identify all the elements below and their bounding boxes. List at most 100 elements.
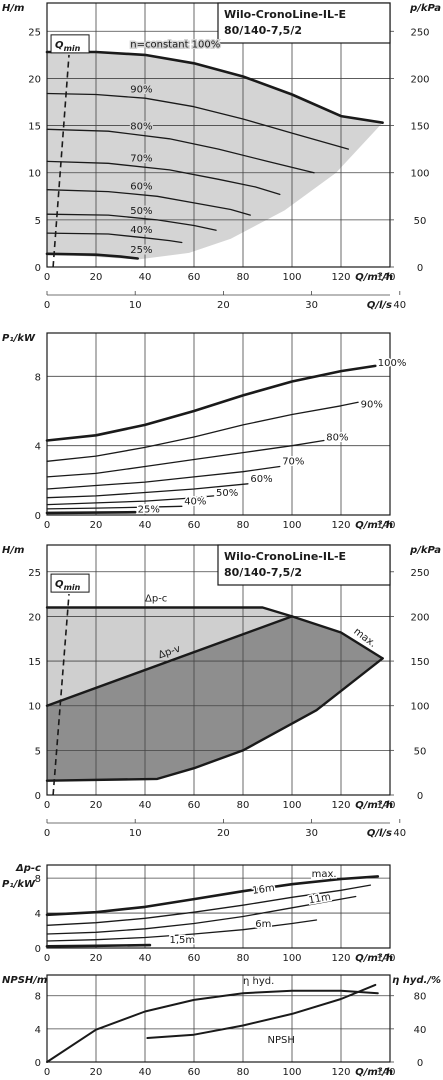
x-tick-label: 60 <box>188 953 201 964</box>
x-axis-label: Q/m³/h <box>355 1067 393 1078</box>
qmin-line <box>52 594 70 796</box>
title-box <box>217 544 391 586</box>
x-tick-label: 40 <box>139 953 152 964</box>
y-tick-label: 20 <box>28 74 41 85</box>
x2-tick-label: 10 <box>129 828 142 839</box>
x2-tick-label: 30 <box>305 300 318 311</box>
y2-tick-label: 250 <box>410 27 429 38</box>
x-tick-label: 120 <box>331 1067 350 1078</box>
chart-h1: 0 20 40 60 80 100 120 140Q/m³/h0510152025H/m050… <box>2 2 441 311</box>
x-tick-label: 0 <box>44 272 50 283</box>
curve-label: 60% <box>130 182 152 193</box>
x2-axis-label: Q/l/s <box>367 828 392 839</box>
series-line-70- <box>46 465 281 490</box>
curve-label: 16m <box>252 883 276 897</box>
x-tick-label: 0 <box>44 1067 50 1078</box>
qmin-label: Qmin <box>55 579 81 592</box>
y-tick-label: 0 <box>35 791 41 802</box>
chart-title-line: Wilo-CronoLine-IL-E <box>224 8 346 21</box>
curve-label: 50% <box>216 488 238 499</box>
x-tick-label: 120 <box>331 272 350 283</box>
x-tick-label: 140 <box>376 800 395 811</box>
y-tick-label: 15 <box>28 122 41 133</box>
curve-label: 100% <box>378 358 407 369</box>
x-tick-label: 20 <box>90 1067 103 1078</box>
y-tick-label: 20 <box>28 612 41 623</box>
x-tick-label: 40 <box>139 520 152 531</box>
y-tick-label: 5 <box>35 216 41 227</box>
curve-label: 11m <box>308 892 332 907</box>
y-tick-label: 4 <box>35 442 41 453</box>
y2-tick-label: 0 <box>417 1058 423 1069</box>
x-tick-label: 140 <box>376 953 395 964</box>
series-line-50- <box>46 213 217 231</box>
y-tick-label: 0 <box>35 1058 41 1069</box>
curve-label: 1,5m <box>170 935 196 946</box>
series-line-max- <box>45 875 380 917</box>
y-tick-label: 25 <box>28 27 41 38</box>
plot-frame <box>46 864 391 949</box>
series-line-40- <box>46 232 183 244</box>
y2-tick-label: 150 <box>410 657 429 668</box>
series-line-16m <box>46 884 372 926</box>
y2-tick-label: 0 <box>417 263 423 274</box>
x-tick-label: 20 <box>90 800 103 811</box>
series-line-50- <box>46 495 215 506</box>
chart-h2: 0 20 40 60 80 100 120 140Q/m³/h0510152025H/m050… <box>2 544 441 839</box>
qmin-line <box>52 54 70 268</box>
series-line-25- <box>45 252 139 260</box>
y-tick-label: 5 <box>35 746 41 757</box>
qmin-label-box <box>50 34 90 54</box>
curve-label: 40% <box>130 225 152 236</box>
chart-title-line: 80/140-7,5/2 <box>224 24 302 37</box>
curve-label: Δp-c <box>145 593 167 604</box>
series-line--p-v <box>45 615 294 707</box>
x2-tick-label: 0 <box>44 300 50 311</box>
chart-title-line: Wilo-CronoLine-IL-E <box>224 550 346 563</box>
x2-tick-label: 40 <box>393 828 406 839</box>
x-tick-label: 20 <box>90 520 103 531</box>
x-axis-label: Q/m³/h <box>355 272 393 283</box>
x2-axis-label: Q/l/s <box>367 300 392 311</box>
curve-label: 50% <box>130 206 152 217</box>
x-tick-label: 120 <box>331 520 350 531</box>
x-tick-label: 80 <box>237 272 250 283</box>
series-line-11m <box>46 895 357 935</box>
x-tick-label: 0 <box>44 520 50 531</box>
x-axis-label: Q/m³/h <box>355 520 393 531</box>
curve-label: 6m <box>255 919 271 930</box>
series-line-90- <box>46 92 350 150</box>
x-tick-label: 0 <box>44 800 50 811</box>
curve-label: 25% <box>138 504 160 515</box>
y-tick-label: 4 <box>35 909 41 920</box>
y2-tick-label: 40 <box>414 1025 427 1036</box>
curve-label: 40% <box>184 497 206 508</box>
y-axis-label: H/m <box>2 545 24 556</box>
y-tick-label: 0 <box>35 944 41 955</box>
series-line-70- <box>46 160 281 196</box>
y-axis-label: P₁/kW <box>2 333 36 344</box>
x-tick-label: 60 <box>188 800 201 811</box>
plot-frame <box>46 332 391 516</box>
x-tick-label: 140 <box>376 520 395 531</box>
x2-tick-label: 10 <box>129 300 142 311</box>
curve-label: 70% <box>282 457 304 468</box>
x2-tick-label: 20 <box>217 300 230 311</box>
x-tick-label: 40 <box>139 800 152 811</box>
series-line-80- <box>46 128 315 174</box>
y2-tick-label: 50 <box>414 746 427 757</box>
series-line-npsh <box>146 983 377 1039</box>
x-tick-label: 100 <box>282 800 301 811</box>
y-axis-label-top: Δp-c <box>15 863 41 874</box>
series-line-60- <box>46 483 249 499</box>
x-tick-label: 100 <box>282 953 301 964</box>
x-tick-label: 60 <box>188 272 201 283</box>
y2-tick-label: 250 <box>410 568 429 579</box>
x-tick-label: 20 <box>90 272 103 283</box>
y-tick-label: 8 <box>35 874 41 885</box>
curve-label: NPSH <box>268 1035 295 1046</box>
series-line-40- <box>46 505 183 510</box>
y-tick-label: 10 <box>28 702 41 713</box>
